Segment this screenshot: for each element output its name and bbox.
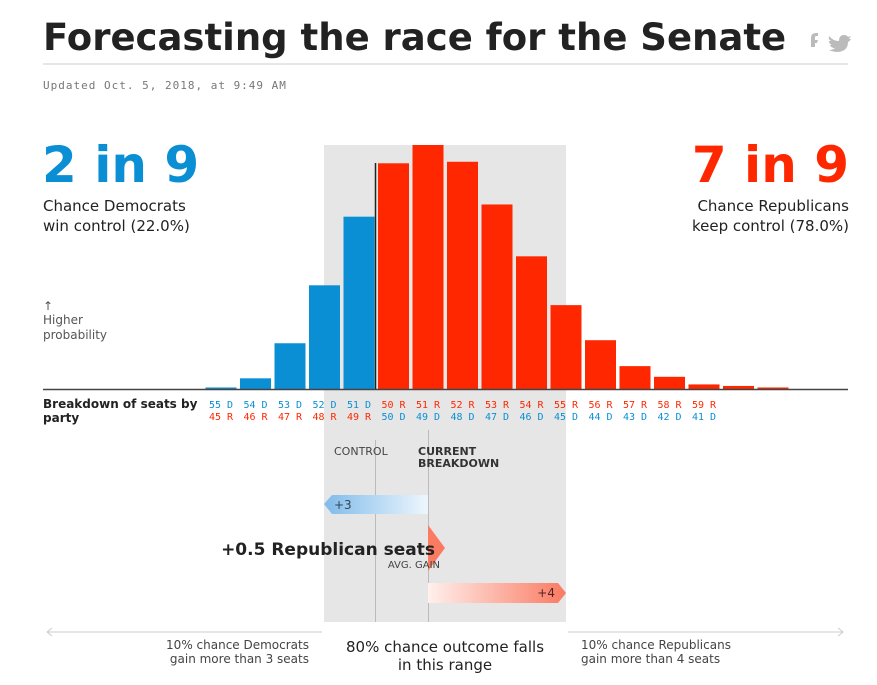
x-tick-label: 51 D [347, 400, 371, 411]
dem-odds: 2 in 9 [42, 136, 199, 194]
right-note: 10% chance Republicans [581, 638, 731, 652]
y-arrow: ↑ [43, 299, 53, 313]
bar [516, 256, 547, 389]
bar [481, 204, 513, 389]
x-tick-label: 52 R [450, 400, 475, 411]
dem-range: +3 [334, 498, 352, 512]
bar [378, 163, 409, 389]
x-tick-label: 50 D [381, 412, 405, 423]
bar [205, 387, 237, 389]
dem-range-arrow [324, 495, 428, 514]
x-tick-label: 53 D [278, 400, 302, 411]
x-tick-label: 49 D [416, 412, 440, 423]
current-label: BREAKDOWN [418, 457, 499, 470]
center-note: in this range [398, 656, 492, 674]
x-tick-label: 44 D [588, 412, 612, 423]
bar [412, 145, 444, 389]
bar [240, 378, 271, 389]
facebook-icon[interactable] [811, 33, 818, 47]
x-tick-label: 41 D [692, 412, 716, 423]
updated: Updated Oct. 5, 2018, at 9:49 AM [43, 79, 287, 92]
dem-text: win control (22.0%) [43, 217, 190, 235]
rep-range-arrow [428, 583, 566, 603]
x-tick-label: 51 R [416, 400, 441, 411]
bar [343, 216, 375, 389]
bar [585, 340, 616, 389]
twitter-icon[interactable] [828, 35, 851, 52]
center-note: 80% chance outcome falls [346, 638, 544, 656]
x-tick-label: 57 R [623, 400, 648, 411]
bar [274, 343, 306, 389]
x-tick-label: 42 D [657, 412, 681, 423]
x-tick-label: 49 R [347, 412, 372, 423]
bar [723, 385, 754, 389]
x-tick-label: 54 D [243, 400, 267, 411]
title: Forecasting the race for the Senate [43, 16, 786, 59]
bottom-axis [46, 627, 844, 637]
x-tick-label: 59 R [692, 400, 717, 411]
bar [550, 305, 582, 389]
bar [757, 387, 789, 389]
x-tick-label: 58 R [657, 400, 682, 411]
x-tick-label: 47 R [278, 412, 303, 423]
bar [688, 384, 720, 389]
x-tick-label: 55 D [209, 400, 233, 411]
dem-text: Chance Democrats [43, 197, 186, 215]
x-tick-label: 45 D [554, 412, 578, 423]
rep-odds: 7 in 9 [692, 136, 849, 194]
x-tick-label: 47 D [485, 412, 509, 423]
control-label: CONTROL [334, 445, 389, 458]
x-label: party [43, 411, 79, 425]
x-tick-label: 48 D [450, 412, 474, 423]
bar [619, 366, 651, 389]
y-label: probability [43, 328, 107, 342]
bar [447, 161, 478, 389]
x-tick-label: 45 R [209, 412, 234, 423]
x-tick-label: 56 R [588, 400, 613, 411]
x-tick-label: 46 D [519, 412, 543, 423]
rep-text: keep control (78.0%) [692, 217, 849, 235]
x-tick-label: 46 R [243, 412, 268, 423]
rep-range: +4 [537, 586, 555, 600]
bar [654, 376, 685, 389]
x-label: Breakdown of seats by [43, 397, 198, 411]
avg-gain: +0.5 Republican seats [221, 540, 435, 560]
avg-gain-label: AVG. GAIN [388, 560, 440, 571]
x-tick-label: 50 R [381, 400, 406, 411]
bar [309, 285, 340, 389]
x-tick-label: 54 R [519, 400, 544, 411]
x-tick-label: 52 D [312, 400, 336, 411]
avg-gain-arrow [428, 525, 445, 571]
rep-text: Chance Republicans [697, 197, 849, 215]
x-tick-label: 43 D [623, 412, 647, 423]
y-label: Higher [43, 313, 83, 327]
x-tick-label: 48 R [312, 412, 337, 423]
x-tick-label: 55 R [554, 400, 579, 411]
right-note: gain more than 4 seats [581, 652, 720, 666]
current-label: CURRENT [418, 445, 477, 458]
left-note: gain more than 3 seats [170, 652, 309, 666]
x-tick-label: 53 R [485, 400, 510, 411]
left-note: 10% chance Democrats [166, 638, 309, 652]
